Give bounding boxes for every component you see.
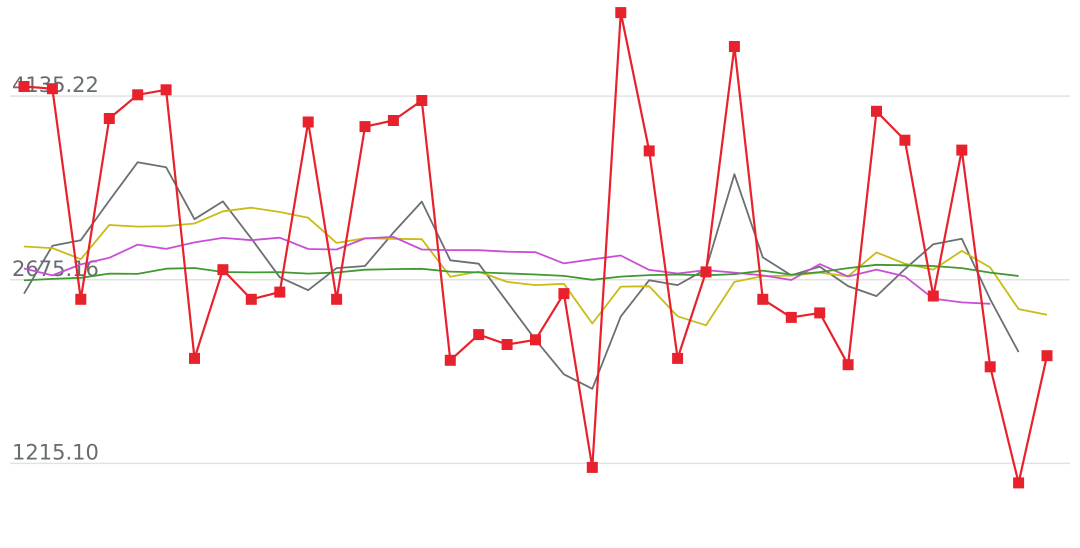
- price-point-4: [132, 89, 144, 101]
- price-point-26: [757, 293, 769, 305]
- price-point-32: [927, 290, 939, 302]
- price-point-30: [871, 105, 882, 117]
- price-point-3: [103, 113, 115, 124]
- price-point-1: [46, 83, 58, 95]
- price-point-21: [615, 7, 627, 19]
- price-point-31: [899, 134, 911, 146]
- series-line-ma_short: [23, 161, 1020, 390]
- price-point-33: [956, 144, 968, 156]
- price-point-24: [700, 266, 712, 278]
- price-point-16: [473, 329, 485, 341]
- price-point-22: [643, 145, 655, 157]
- price-point-10: [302, 116, 314, 128]
- price-point-13: [387, 115, 399, 126]
- price-point-7: [217, 264, 229, 276]
- price-point-35: [1013, 477, 1025, 489]
- price-point-36: [1041, 350, 1053, 362]
- price-point-0: [18, 81, 30, 92]
- series-line-ma_long: [23, 235, 991, 305]
- price-point-28: [814, 307, 826, 319]
- grid-lines: [10, 95, 1070, 465]
- price-point-25: [728, 41, 740, 52]
- price-point-11: [331, 293, 343, 305]
- price-point-5: [160, 84, 172, 96]
- price-point-29: [842, 359, 854, 371]
- series-lines: [23, 11, 1049, 484]
- price-point-18: [530, 334, 541, 346]
- price-point-17: [501, 339, 513, 350]
- y-tick-label: 1215.10: [12, 440, 99, 464]
- price-point-12: [359, 121, 371, 133]
- price-point-14: [416, 95, 428, 106]
- price-point-27: [785, 311, 797, 323]
- price-point-6: [189, 352, 200, 364]
- price-point-8: [245, 293, 257, 305]
- price-point-23: [672, 352, 684, 364]
- price-point-15: [444, 354, 456, 366]
- price-markers: [18, 7, 1053, 489]
- price-point-34: [984, 361, 996, 373]
- price-point-2: [75, 293, 87, 305]
- series-line-ma_mid: [23, 206, 1048, 327]
- series-line-price: [23, 11, 1049, 484]
- price-point-19: [558, 288, 570, 300]
- price-point-20: [586, 461, 598, 473]
- price-point-9: [274, 286, 286, 298]
- series-line-ma_longest: [23, 263, 1019, 282]
